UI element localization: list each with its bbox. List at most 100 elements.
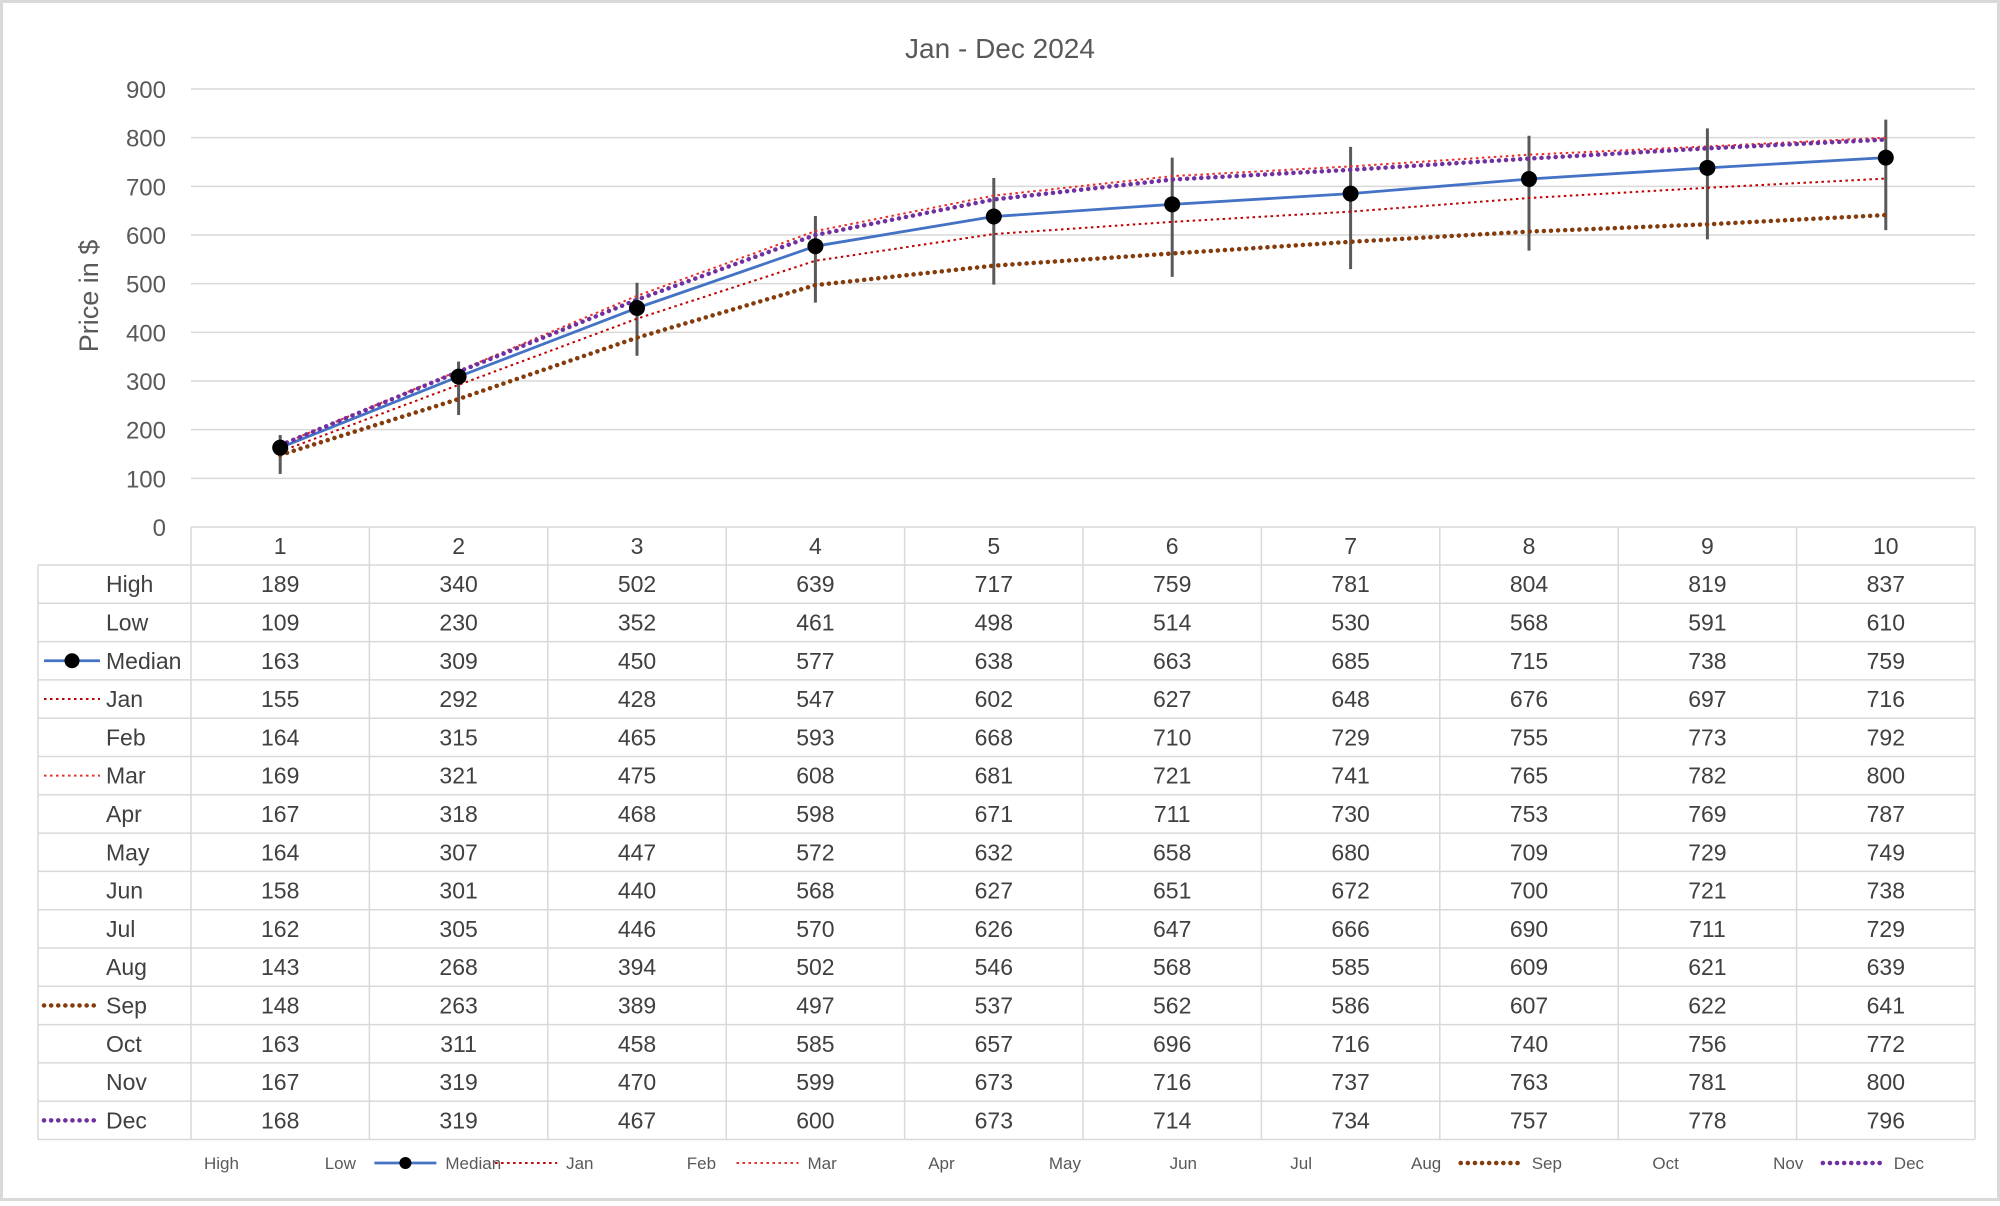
x-tick-label: 2 xyxy=(452,533,465,559)
y-tick-label: 900 xyxy=(126,77,166,104)
table-cell: 734 xyxy=(1331,1107,1370,1133)
table-cell: 721 xyxy=(1153,763,1191,789)
legend-label: Apr xyxy=(928,1154,955,1173)
median-marker xyxy=(629,300,645,316)
legend-label: Nov xyxy=(1773,1154,1804,1173)
table-cell: 164 xyxy=(261,724,300,750)
legend-label: Dec xyxy=(1894,1154,1925,1173)
table-cell: 668 xyxy=(975,724,1013,750)
table-cell: 591 xyxy=(1688,609,1726,635)
median-marker xyxy=(272,439,289,456)
y-axis-label: Price in $ xyxy=(74,240,104,353)
series-line-dec xyxy=(277,137,1889,448)
legend-label: Jun xyxy=(1170,1154,1197,1173)
table-row-header: Aug xyxy=(106,954,147,980)
table-cell: 498 xyxy=(975,609,1013,635)
table-cell: 572 xyxy=(796,839,834,865)
table-cell: 676 xyxy=(1510,686,1548,712)
table-cell: 607 xyxy=(1510,992,1548,1018)
median-marker xyxy=(1164,196,1181,213)
y-tick-label: 500 xyxy=(126,272,166,299)
data-table: 1 2 3 4 5 6 7 8 9 10 High 189 340 502 639 717 759 781 804 8… xyxy=(37,526,1976,1141)
table-cell: 568 xyxy=(1510,609,1548,635)
table-cell: 577 xyxy=(796,648,834,674)
series-lines xyxy=(277,136,1889,458)
table-cell: 672 xyxy=(1331,878,1369,904)
table-cell: 673 xyxy=(975,1107,1013,1133)
table-cell: 167 xyxy=(261,801,299,827)
legend-label: Feb xyxy=(687,1154,716,1173)
series-line-jan xyxy=(279,177,1886,453)
table-row-header: Feb xyxy=(106,724,146,750)
table-row-header: Sep xyxy=(106,992,147,1018)
table-cell: 547 xyxy=(796,686,834,712)
table-cell: 608 xyxy=(796,763,834,789)
y-tick-label: 400 xyxy=(126,320,166,347)
table-cell: 717 xyxy=(975,571,1013,597)
table-row-header: May xyxy=(106,839,150,865)
median-marker xyxy=(450,368,467,385)
table-cell: 189 xyxy=(261,571,299,597)
legend-label: Median xyxy=(445,1154,501,1173)
median-marker xyxy=(985,208,1002,225)
y-tick-label: 100 xyxy=(126,466,166,493)
table-cell: 792 xyxy=(1867,724,1905,750)
table-row-header: Low xyxy=(106,609,149,635)
table-cell: 167 xyxy=(261,1069,299,1095)
table-cell: 759 xyxy=(1867,648,1905,674)
table-cell: 148 xyxy=(261,992,299,1018)
table-cell: 458 xyxy=(618,1031,656,1057)
table-cell: 778 xyxy=(1688,1107,1726,1133)
legend-label: Sep xyxy=(1532,1154,1562,1173)
table-cell: 562 xyxy=(1153,992,1191,1018)
table-cell: 169 xyxy=(261,763,299,789)
table-cell: 673 xyxy=(975,1069,1013,1095)
table-cell: 800 xyxy=(1867,1069,1905,1095)
y-tick-labels: 0 100 200 300 400 500 600 700 800 900 xyxy=(126,77,166,542)
table-cell: 681 xyxy=(975,763,1013,789)
median-marker xyxy=(1521,171,1537,188)
table-cell: 716 xyxy=(1867,686,1905,712)
table-cell: 446 xyxy=(618,916,656,942)
table-cell: 340 xyxy=(439,571,477,597)
table-cell: 721 xyxy=(1688,878,1726,904)
table-cell: 352 xyxy=(618,609,656,635)
table-cell: 641 xyxy=(1867,992,1905,1018)
table-cell: 753 xyxy=(1510,801,1548,827)
table-cell: 738 xyxy=(1867,878,1905,904)
x-tick-label: 1 xyxy=(274,533,287,559)
legend-label: High xyxy=(204,1154,239,1173)
table-cell: 772 xyxy=(1867,1031,1905,1057)
table-cell: 585 xyxy=(796,1031,834,1057)
median-marker xyxy=(1699,159,1716,176)
table-cell: 729 xyxy=(1867,916,1905,942)
table-cell: 570 xyxy=(796,916,834,942)
table-cell: 621 xyxy=(1688,954,1726,980)
table-cell: 796 xyxy=(1867,1107,1905,1133)
table-row-header: Nov xyxy=(106,1069,147,1095)
table-cell: 470 xyxy=(618,1069,656,1095)
table-cell: 657 xyxy=(975,1031,1013,1057)
table-cell: 585 xyxy=(1331,954,1369,980)
legend-label: Oct xyxy=(1652,1154,1679,1173)
table-cell: 537 xyxy=(975,992,1013,1018)
table-cell: 468 xyxy=(618,801,656,827)
y-tick-label: 200 xyxy=(126,418,166,445)
x-tick-label: 8 xyxy=(1523,533,1536,559)
median-marker xyxy=(1342,185,1359,202)
table-cell: 738 xyxy=(1688,648,1726,674)
table-cell: 440 xyxy=(618,878,656,904)
table-cell: 759 xyxy=(1153,571,1191,597)
table-cell: 804 xyxy=(1510,571,1549,597)
table-cell: 647 xyxy=(1153,916,1191,942)
x-tick-label: 7 xyxy=(1344,533,1357,559)
y-tick-label: 0 xyxy=(153,515,166,542)
table-cell: 716 xyxy=(1153,1069,1191,1095)
table-cell: 461 xyxy=(796,609,834,635)
table-cell: 305 xyxy=(439,916,477,942)
table-cell: 626 xyxy=(975,916,1013,942)
table-cell: 465 xyxy=(618,724,656,750)
